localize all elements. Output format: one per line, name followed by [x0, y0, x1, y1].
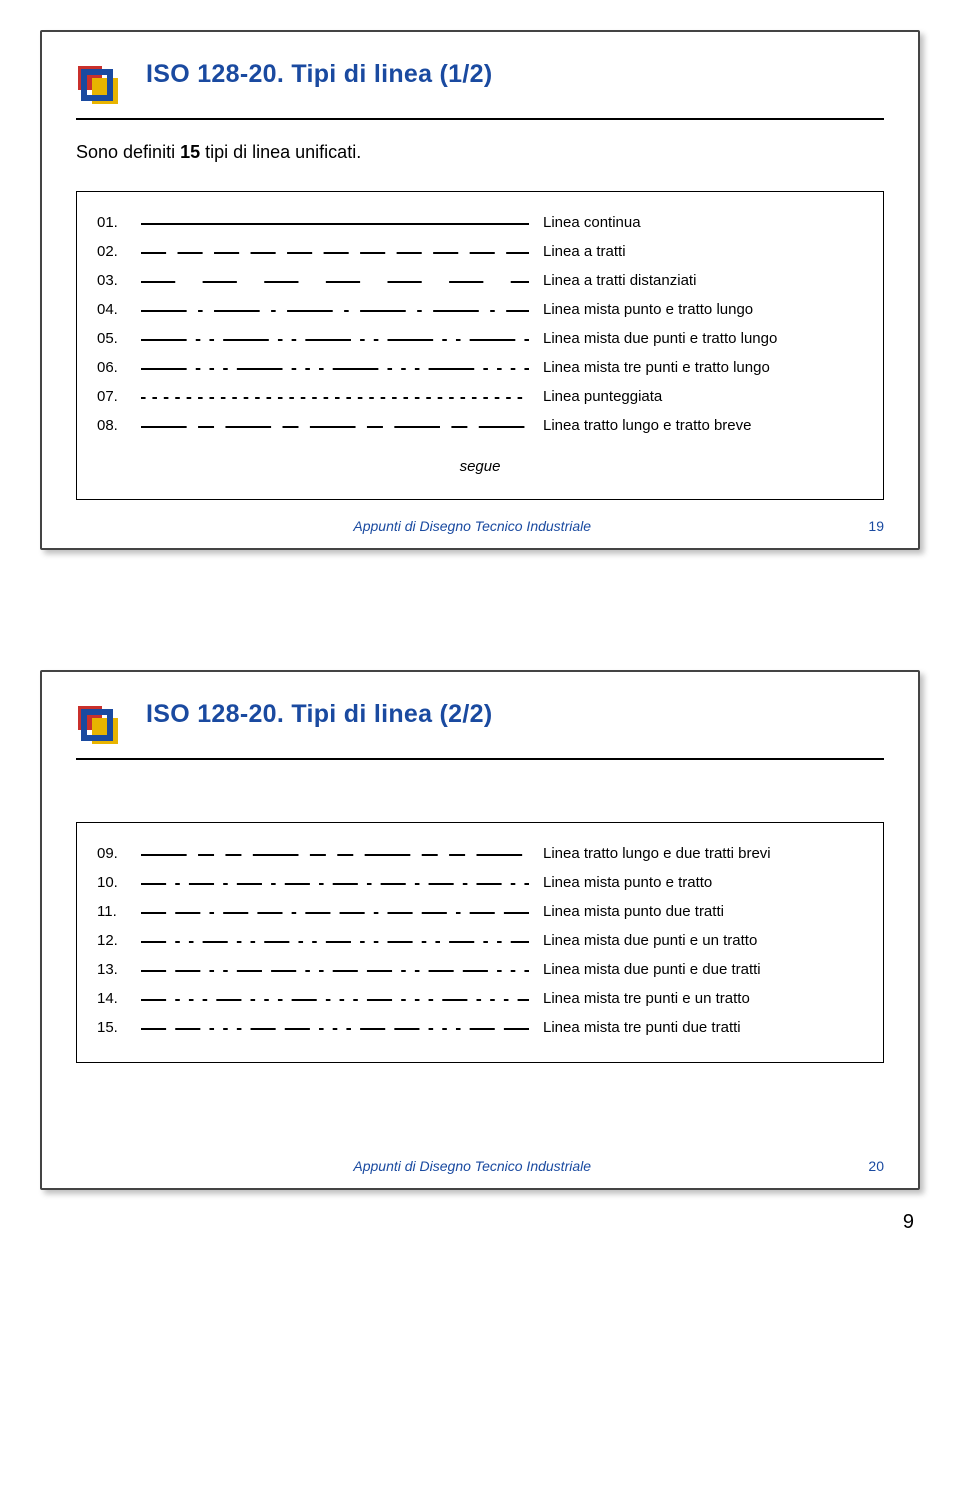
logo-icon — [76, 700, 132, 750]
line-description: Linea a tratti distanziati — [543, 272, 863, 289]
footer-page-number: 19 — [868, 518, 884, 534]
line-type-row: 02. Linea a tratti — [97, 237, 863, 266]
line-description: Linea a tratti — [543, 243, 863, 260]
line-description: Linea mista tre punti e tratto lungo — [543, 359, 863, 376]
line-description: Linea mista punto e tratto — [543, 874, 863, 891]
line-number: 12. — [97, 932, 127, 949]
slide-header: ISO 128-20. Tipi di linea (1/2) — [76, 60, 884, 110]
line-number: 05. — [97, 330, 127, 347]
line-types-box: 09. Linea tratto lungo e due tratti brevi… — [76, 822, 884, 1063]
line-sample — [141, 961, 529, 978]
line-sample — [141, 845, 529, 862]
line-description: Linea mista tre punti e un tratto — [543, 990, 863, 1007]
footer-text: Appunti di Disegno Tecnico Industriale — [353, 518, 591, 534]
slide-header: ISO 128-20. Tipi di linea (2/2) — [76, 700, 884, 750]
line-sample — [141, 417, 529, 434]
title-underline — [76, 758, 884, 760]
line-number: 10. — [97, 874, 127, 891]
line-type-row: 13. Linea mista due punti e due tratti — [97, 955, 863, 984]
line-type-row: 01. Linea continua — [97, 208, 863, 237]
line-description: Linea continua — [543, 214, 863, 231]
line-description: Linea mista due punti e tratto lungo — [543, 330, 863, 347]
line-type-row: 15. Linea mista tre punti due tratti — [97, 1013, 863, 1042]
subtitle-post: tipi di linea unificati. — [200, 142, 361, 162]
line-sample — [141, 214, 529, 231]
line-sample — [141, 330, 529, 347]
line-sample — [141, 301, 529, 318]
footer-text: Appunti di Disegno Tecnico Industriale — [353, 1158, 591, 1174]
line-description: Linea mista due punti e due tratti — [543, 961, 863, 978]
line-number: 07. — [97, 388, 127, 405]
line-description: Linea tratto lungo e due tratti brevi — [543, 845, 863, 862]
line-type-row: 03. Linea a tratti distanziati — [97, 266, 863, 295]
line-number: 02. — [97, 243, 127, 260]
footer-page-number: 20 — [868, 1158, 884, 1174]
segue-label: segue — [97, 458, 863, 475]
sheet-number: 9 — [903, 1211, 914, 1234]
line-sample — [141, 1019, 529, 1036]
line-sample — [141, 932, 529, 949]
line-type-row: 06. Linea mista tre punti e tratto lungo — [97, 353, 863, 382]
logo-icon — [76, 60, 132, 110]
slide-title: ISO 128-20. Tipi di linea (1/2) — [146, 60, 492, 89]
slide-1: ISO 128-20. Tipi di linea (1/2) Sono def… — [40, 30, 920, 550]
line-type-row: 12. Linea mista due punti e un tratto — [97, 926, 863, 955]
slide-footer: Appunti di Disegno Tecnico Industriale 2… — [42, 1158, 918, 1174]
line-sample — [141, 874, 529, 891]
line-number: 08. — [97, 417, 127, 434]
line-number: 14. — [97, 990, 127, 1007]
line-description: Linea tratto lungo e tratto breve — [543, 417, 863, 434]
line-sample — [141, 359, 529, 376]
slide-2: ISO 128-20. Tipi di linea (2/2) 09. Linea… — [40, 670, 920, 1190]
line-number: 01. — [97, 214, 127, 231]
line-type-row: 08. Linea tratto lungo e tratto breve — [97, 411, 863, 440]
subtitle-pre: Sono definiti — [76, 142, 180, 162]
line-number: 15. — [97, 1019, 127, 1036]
slide-footer: Appunti di Disegno Tecnico Industriale 1… — [42, 518, 918, 534]
line-type-row: 14. Linea mista tre punti e un tratto — [97, 984, 863, 1013]
line-sample — [141, 243, 529, 260]
line-type-row: 11. Linea mista punto due tratti — [97, 897, 863, 926]
line-type-row: 05. Linea mista due punti e tratto lungo — [97, 324, 863, 353]
line-sample — [141, 388, 529, 405]
line-sample — [141, 990, 529, 1007]
line-sample — [141, 272, 529, 289]
slide-title: ISO 128-20. Tipi di linea (2/2) — [146, 700, 492, 729]
line-type-row: 04. Linea mista punto e tratto lungo — [97, 295, 863, 324]
line-description: Linea mista tre punti due tratti — [543, 1019, 863, 1036]
line-description: Linea mista punto e tratto lungo — [543, 301, 863, 318]
line-types-box: 01. Linea continua 02. Linea a tratti 03. Lin… — [76, 191, 884, 500]
subtitle: Sono definiti 15 tipi di linea unificati… — [76, 142, 884, 163]
line-sample — [141, 903, 529, 920]
line-number: 03. — [97, 272, 127, 289]
page: ISO 128-20. Tipi di linea (1/2) Sono def… — [0, 0, 960, 1250]
line-type-row: 10. Linea mista punto e tratto — [97, 868, 863, 897]
line-number: 09. — [97, 845, 127, 862]
line-description: Linea punteggiata — [543, 388, 863, 405]
line-description: Linea mista punto due tratti — [543, 903, 863, 920]
line-number: 11. — [97, 903, 127, 920]
line-type-row: 07. Linea punteggiata — [97, 382, 863, 411]
line-type-row: 09. Linea tratto lungo e due tratti brevi — [97, 839, 863, 868]
subtitle-bold: 15 — [180, 142, 200, 162]
line-number: 06. — [97, 359, 127, 376]
line-description: Linea mista due punti e un tratto — [543, 932, 863, 949]
title-underline — [76, 118, 884, 120]
line-number: 04. — [97, 301, 127, 318]
line-number: 13. — [97, 961, 127, 978]
